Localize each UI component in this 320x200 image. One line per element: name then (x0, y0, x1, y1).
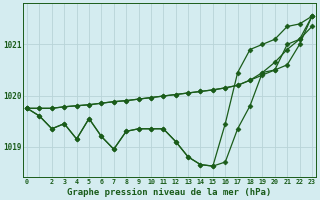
X-axis label: Graphe pression niveau de la mer (hPa): Graphe pression niveau de la mer (hPa) (68, 188, 272, 197)
